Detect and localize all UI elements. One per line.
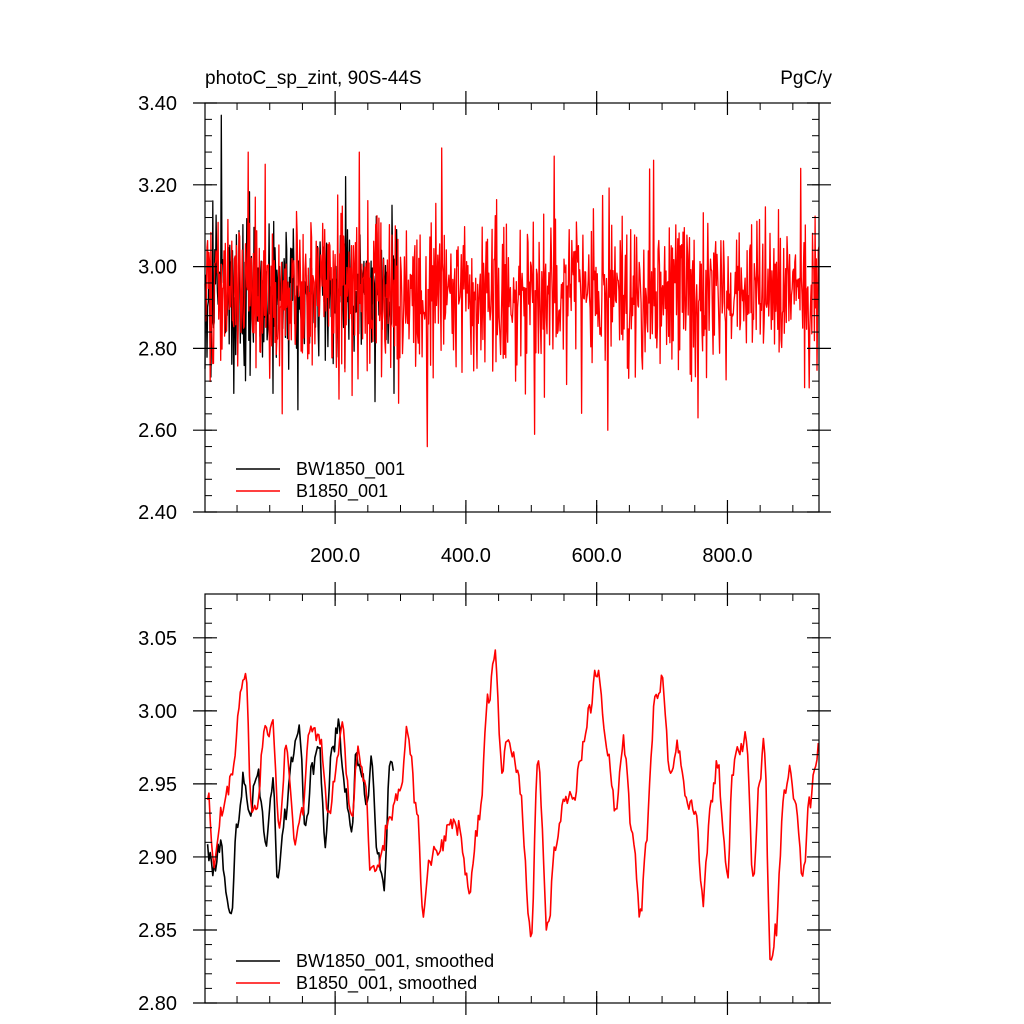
top-plot-frame	[204, 102, 820, 513]
top-legend: BW1850_001 B1850_001	[236, 459, 405, 502]
chart-title: photoC_sp_zint, 90S-44S	[205, 68, 422, 89]
top-x-tick-label: 400.0	[441, 545, 491, 567]
top-x-tick-label: 800.0	[702, 545, 752, 567]
units-label: PgC/y	[780, 68, 832, 89]
bottom-y-tick-label: 2.90	[138, 847, 177, 869]
bottom-series-lines	[206, 649, 820, 961]
legend-label-bw1850-smoothed: BW1850_001, smoothed	[296, 951, 494, 972]
top-y-tick-label: 3.40	[138, 93, 177, 115]
top-y-tick-label: 2.60	[138, 420, 177, 442]
top-series-lines	[204, 114, 820, 448]
top-x-tick-label: 600.0	[572, 545, 622, 567]
legend-label-bw1850: BW1850_001	[296, 459, 405, 480]
bottom-panel: 2.80 2.85 2.90 2.95 3.00 3.05 BW1850_001, smo…	[138, 582, 831, 1015]
top-panel: photoC_sp_zint, 90S-44S PgC/y 2.402.602.…	[138, 68, 832, 567]
top-series-line-b1850	[204, 147, 820, 448]
bottom-y-tick-label: 3.05	[138, 628, 177, 650]
legend-label-b1850: B1850_001	[296, 481, 388, 502]
top-y-tick-label: 3.20	[138, 175, 177, 197]
bottom-axes: 2.80 2.85 2.90 2.95 3.00 3.05	[138, 582, 831, 1015]
top-x-tick-label: 200.0	[310, 545, 360, 567]
bottom-y-tick-label: 2.85	[138, 920, 177, 942]
top-axes: 2.40 2.60 2.80 3.00 3.20 3.40 200.0 400.0 600.0 8…	[138, 91, 831, 567]
bottom-y-tick-label: 3.00	[138, 701, 177, 723]
top-y-tick-label: 2.80	[138, 338, 177, 360]
legend-label-b1850-smoothed: B1850_001, smoothed	[296, 973, 477, 994]
bottom-legend: BW1850_001, smoothed B1850_001, smoothed	[236, 951, 494, 994]
bottom-series-line-b1850	[206, 649, 820, 961]
top-y-tick-label: 3.00	[138, 257, 177, 279]
top-y-tick-label: 2.40	[138, 502, 177, 524]
bottom-y-tick-label: 2.95	[138, 774, 177, 796]
bottom-y-tick-label: 2.80	[138, 993, 177, 1015]
